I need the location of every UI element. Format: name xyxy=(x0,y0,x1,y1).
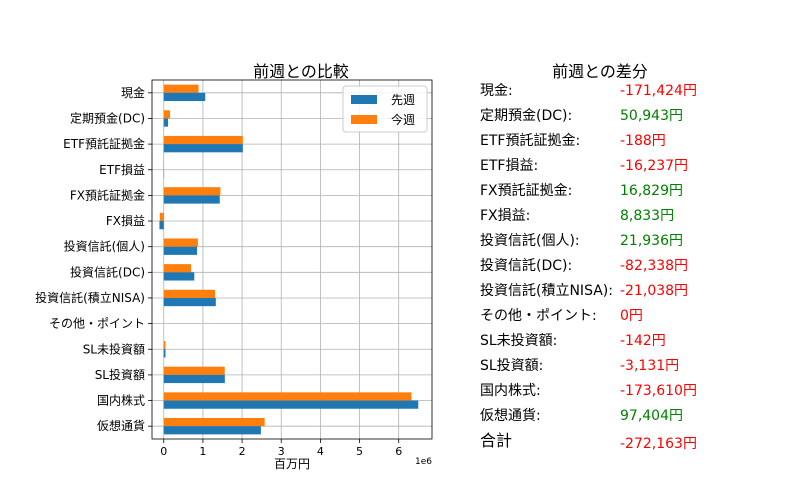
bar-current-week xyxy=(163,392,412,401)
diff-row: SL未投資額: -142円 xyxy=(480,330,780,352)
x-tick-label: 4 xyxy=(317,445,324,458)
y-tick-label: SL未投資額 xyxy=(83,341,145,356)
diff-label: ETF損益: xyxy=(480,158,539,174)
diff-row: FX損益: 8,833円 xyxy=(480,205,780,227)
y-tick-label: 定期預金(DC) xyxy=(70,110,145,125)
chart-title: 前週との比較 xyxy=(253,62,349,81)
diff-value: 21,936円 xyxy=(620,233,683,249)
bar-previous-week xyxy=(163,426,261,435)
diff-value: -188円 xyxy=(620,133,666,149)
x-tick-label: 3 xyxy=(278,445,285,458)
diff-row: ETF損益: -16,237円 xyxy=(480,155,780,177)
bar-current-week xyxy=(163,110,171,119)
diff-label: その他・ポイント: xyxy=(480,308,597,324)
bar-previous-week xyxy=(163,144,243,153)
diff-row: FX預託証拠金: 16,829円 xyxy=(480,180,780,202)
diff-label: 現金: xyxy=(480,83,513,99)
bar-previous-week xyxy=(163,92,206,102)
diff-row: 投資信託(個人): 21,936円 xyxy=(480,230,780,252)
y-tick-label: 現金 xyxy=(121,85,145,100)
bar-previous-week xyxy=(159,221,164,230)
diff-label: 投資信託(個人): xyxy=(480,233,580,249)
bar-current-week xyxy=(159,212,164,222)
bar-current-week xyxy=(163,238,198,247)
diff-value: -173,610円 xyxy=(620,383,697,399)
bar-previous-week xyxy=(163,349,166,358)
diff-value: 0円 xyxy=(620,308,643,324)
diff-row: 現金: -171,424円 xyxy=(480,80,780,102)
diff-label: SL投資額: xyxy=(480,358,544,374)
diff-row: 国内株式: -173,610円 xyxy=(480,380,780,402)
legend-swatch xyxy=(351,115,377,124)
diff-label: FX損益: xyxy=(480,208,531,224)
bar-current-week xyxy=(163,341,166,350)
diff-panel-title: 前週との差分 xyxy=(552,62,648,81)
y-tick-label: 投資信託(個人) xyxy=(64,239,145,254)
diff-label: 仮想通貨: xyxy=(480,408,541,424)
y-tick-label: 国内株式 xyxy=(97,393,145,408)
diff-row: その他・ポイント: 0円 xyxy=(480,305,780,327)
x-tick-label: 1 xyxy=(199,445,206,458)
diff-value: 50,943円 xyxy=(620,108,683,124)
bar-previous-week xyxy=(163,118,169,127)
bar-previous-week xyxy=(163,246,198,255)
plot-frame xyxy=(151,79,433,440)
diff-value: -142円 xyxy=(620,333,666,349)
diff-value: -171,424円 xyxy=(620,83,697,99)
diff-value: -82,338円 xyxy=(620,258,689,274)
bar-current-week xyxy=(163,264,192,273)
legend-label: 先週 xyxy=(391,93,415,107)
diff-value: 8,833円 xyxy=(620,208,675,224)
total-value: -272,163円 xyxy=(620,436,697,452)
y-tick-label: ETF預託証拠金 xyxy=(63,136,145,151)
diff-label: ETF預託証拠金: xyxy=(480,133,581,149)
x-axis-exponent: 1e6 xyxy=(415,457,432,467)
bar-current-week xyxy=(163,417,265,427)
y-tick-label: SL投資額 xyxy=(95,367,145,382)
legend-label: 今週 xyxy=(391,112,415,127)
x-tick-label: 5 xyxy=(356,445,363,458)
diff-value: -3,131円 xyxy=(620,358,680,374)
diff-row: 仮想通貨: 97,404円 xyxy=(480,405,780,427)
bar-previous-week xyxy=(163,400,419,409)
bar-previous-week xyxy=(163,297,216,307)
y-tick-label: 仮想通貨 xyxy=(97,418,145,433)
total-label: 合計 xyxy=(480,431,513,450)
y-tick-label: 投資信託(DC) xyxy=(70,264,145,279)
diff-row: 投資信託(DC): -82,338円 xyxy=(480,255,780,277)
bar-previous-week xyxy=(163,272,195,281)
diff-label: SL未投資額: xyxy=(480,333,558,349)
diff-row: SL投資額: -3,131円 xyxy=(480,355,780,377)
diff-row: 定期預金(DC): 50,943円 xyxy=(480,105,780,127)
y-tick-label: その他・ポイント xyxy=(49,317,145,331)
diff-value: -16,237円 xyxy=(620,158,689,174)
x-tick-label: 6 xyxy=(395,445,402,458)
y-tick-label: 投資信託(積立NISA) xyxy=(35,290,145,305)
diff-label: 定期預金(DC): xyxy=(480,108,573,124)
x-tick-label: 2 xyxy=(239,445,246,458)
x-axis-label: 百万円 xyxy=(274,457,310,471)
diff-label: 投資信託(DC): xyxy=(480,258,573,274)
legend-swatch xyxy=(351,95,377,104)
bar-previous-week xyxy=(163,195,220,204)
bar-current-week xyxy=(163,289,216,298)
diff-label: FX預託証拠金: xyxy=(480,183,573,199)
y-tick-label: FX預託証拠金 xyxy=(70,187,145,202)
diff-value: -21,038円 xyxy=(620,283,689,299)
diff-row: 投資信託(積立NISA): -21,038円 xyxy=(480,280,780,302)
diff-row: ETF預託証拠金: -188円 xyxy=(480,130,780,152)
y-tick-label: FX損益 xyxy=(106,213,145,228)
diff-value: 16,829円 xyxy=(620,183,683,199)
bar-current-week xyxy=(163,84,199,93)
diff-value: 97,404円 xyxy=(620,408,683,424)
diff-label: 投資信託(積立NISA): xyxy=(480,283,613,299)
y-tick-label: ETF損益 xyxy=(99,162,145,177)
x-tick-label: 0 xyxy=(160,445,167,458)
bar-current-week xyxy=(163,135,243,145)
diff-label: 国内株式: xyxy=(480,383,541,399)
bar-current-week xyxy=(163,187,221,196)
bar-current-week xyxy=(163,366,225,375)
bar-previous-week xyxy=(163,374,225,384)
